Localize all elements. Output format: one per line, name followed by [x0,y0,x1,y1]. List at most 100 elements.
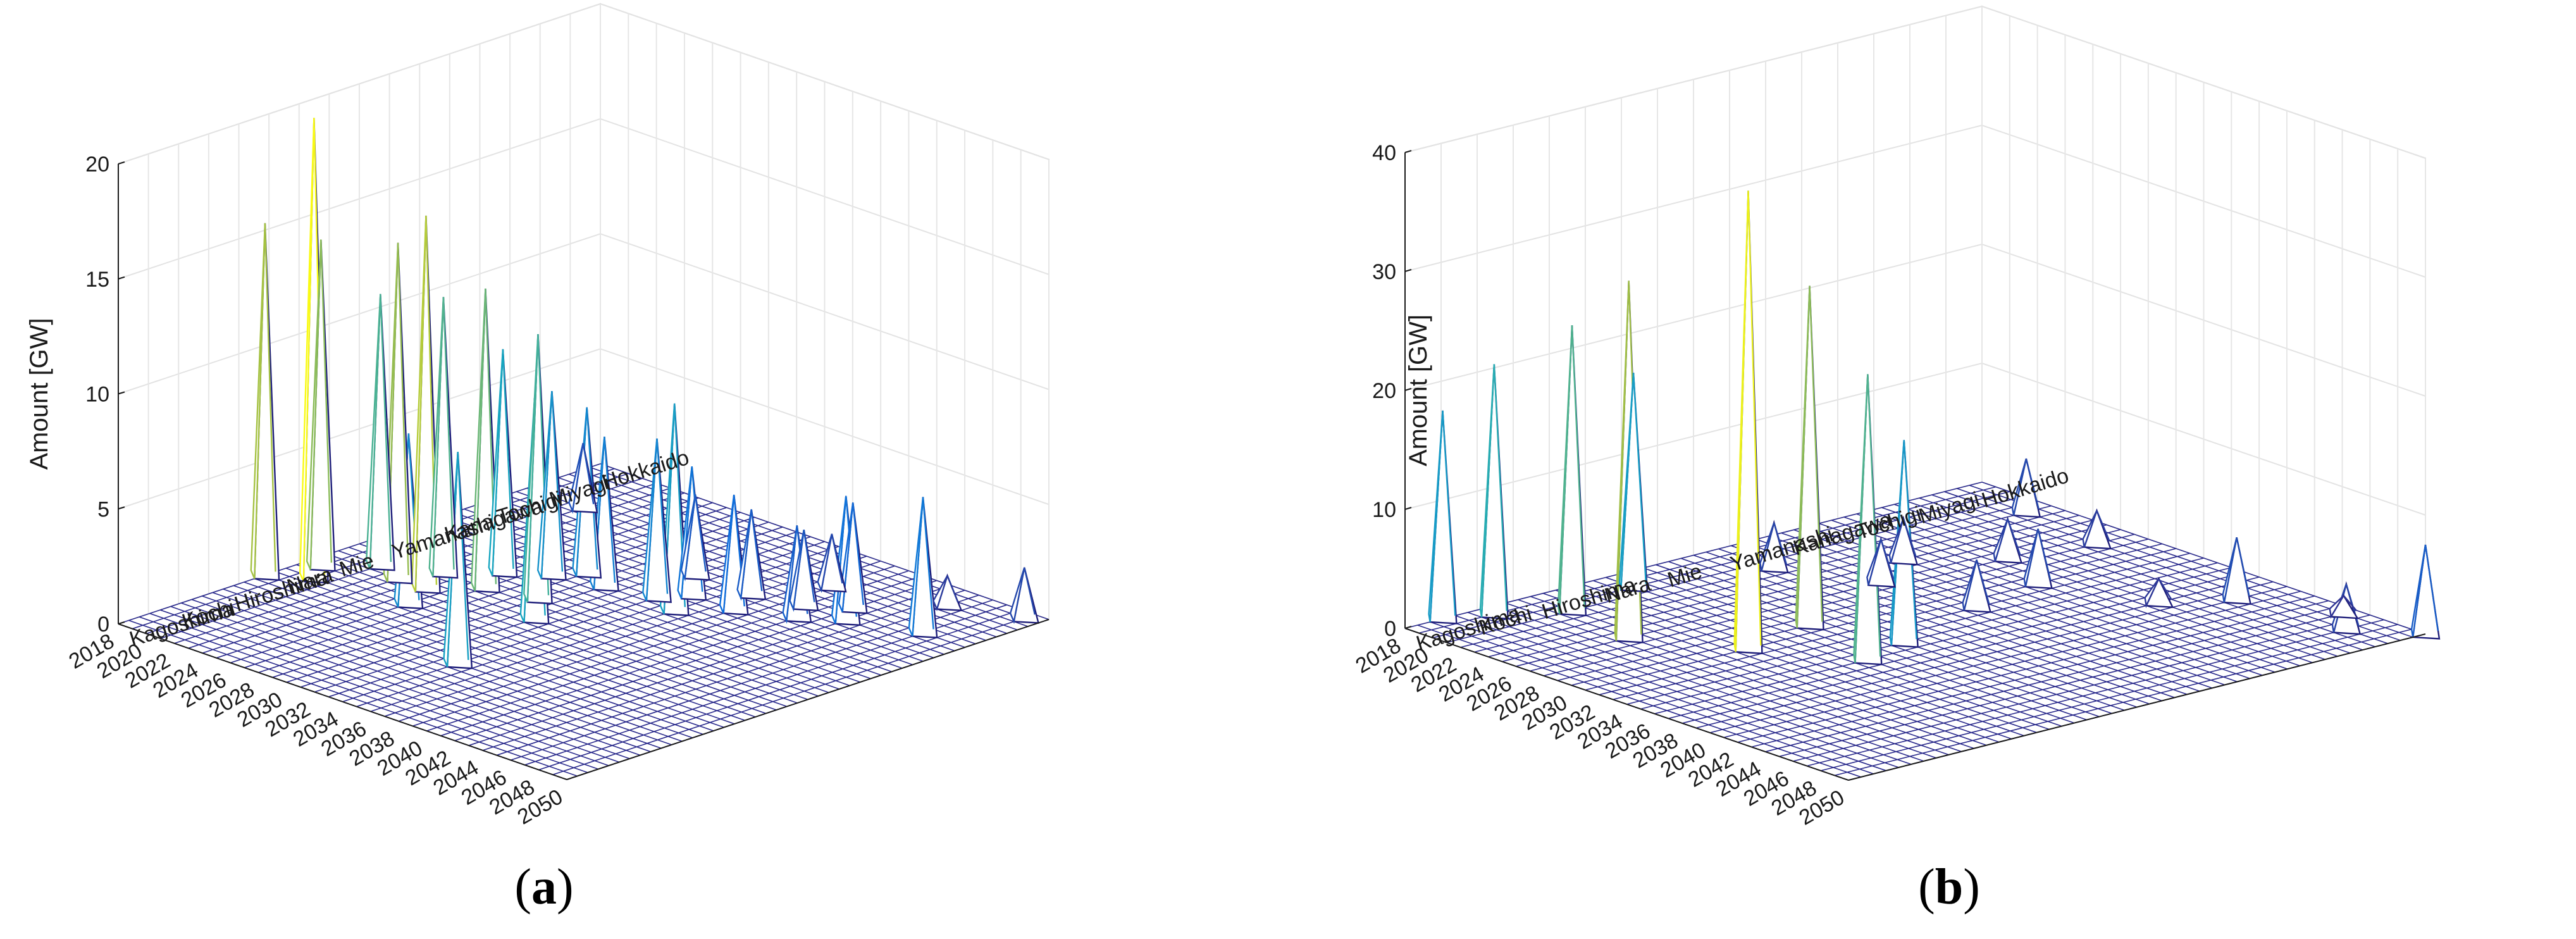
peak-face [2410,544,2427,638]
peak-face [1614,280,1630,642]
z-axis: 0 10 20 30 40 Amount [GW] [1372,141,1432,641]
peak-ridge [1976,559,1990,605]
mesh-line [1480,609,1924,762]
caption-open: ( [514,859,531,915]
caption-letter: a [531,859,557,915]
prefecture-axis-line [1848,633,2426,781]
peak-face [250,223,266,579]
z-tick-label: 40 [1372,141,1396,165]
mesh-line [495,498,944,655]
peak-face [1733,190,1749,652]
mesh-line [1442,618,1886,771]
peak-face [1428,410,1444,623]
back-walls [118,3,1050,625]
z-tick-label: 10 [85,383,109,407]
peak-ridge [1809,285,1823,622]
caption-open: ( [1918,859,1935,915]
mesh-line [317,557,767,714]
peak-ridge [2007,518,2021,556]
z-axis: 0 5 10 15 20 Amount [GW] [25,152,125,637]
z-tick [118,161,125,165]
mesh-line [1630,570,2075,724]
peak-face [537,390,553,579]
mesh-line [1605,576,2050,730]
peaks [250,118,1039,669]
z-tick-label: 0 [1384,617,1396,641]
peak-face [568,443,584,514]
z-tick-label: 15 [85,268,109,292]
peak-face [1993,518,2009,562]
peak-face [782,525,798,625]
peak-ridge [2236,537,2250,597]
peak-face [642,438,658,601]
mesh-line [139,616,588,773]
peak-ridge [2424,544,2439,631]
caption-letter: b [1935,859,1964,915]
peak-face [1853,374,1869,663]
peak-ridge [1880,538,1895,580]
z-tick [118,621,125,625]
peak-ridge [946,575,959,603]
mesh-line [202,595,651,752]
mesh-line [1505,602,1949,756]
year-axis-line [118,623,567,780]
peak-face [736,509,752,601]
z-tick [1404,507,1412,510]
peak-face [1888,518,1904,564]
mesh-line [128,619,578,777]
peak-ridge [1024,567,1036,615]
mesh-line [306,561,756,718]
z-tick-label: 0 [97,613,109,637]
peak-ridge [852,502,864,606]
peak-ridge [656,438,669,594]
peak-face [2011,458,2028,516]
back-walls [1404,5,2426,635]
z-axis-label: Amount [GW] [25,318,53,470]
z-tick [118,506,125,510]
peak-face [817,533,833,594]
peak-ridge [1632,373,1647,584]
mesh-line [1580,583,2024,737]
peak-ridge [2096,510,2110,542]
peak-ridge [1571,325,1586,608]
mesh-line [170,606,620,763]
peak-ridge [2343,595,2357,611]
peak-ridge [2158,578,2172,600]
panel-caption: (b) [1918,859,1980,915]
mesh-line [149,613,598,770]
peak-face [523,334,539,603]
z-tick [1404,388,1412,391]
peak-ridge [442,297,455,570]
peak-face [1479,364,1495,618]
mesh-line [1518,599,1962,752]
z-tick-label: 20 [85,152,109,177]
mesh-line [1944,491,2388,644]
caption-close: ) [557,859,574,915]
z-tick-label: 10 [1372,498,1396,522]
mesh-line [181,602,630,759]
z-tick [1404,150,1412,153]
peak-ridge [694,494,707,572]
peak-ridge [264,223,276,572]
peak-face [1795,285,1811,628]
peak-ridge [1867,374,1881,657]
peak-face [299,118,315,582]
peak-face [306,239,322,570]
peak-face [719,494,735,614]
mesh-line [1893,504,2338,657]
z-tick [118,391,125,395]
z-tick [1404,626,1412,629]
peak-ridge [604,437,616,583]
z-tick [118,276,125,280]
mesh-line [1467,612,1912,765]
peak-face [2222,537,2238,603]
z-tick-label: 5 [97,497,109,521]
peak-face [471,289,486,592]
mesh-line [1856,513,2300,666]
peak-face [428,297,445,577]
panel-caption: (a) [514,859,573,915]
peak-face [1759,522,1775,571]
caption-close: ) [1963,859,1980,915]
peak-face [1962,559,1978,611]
